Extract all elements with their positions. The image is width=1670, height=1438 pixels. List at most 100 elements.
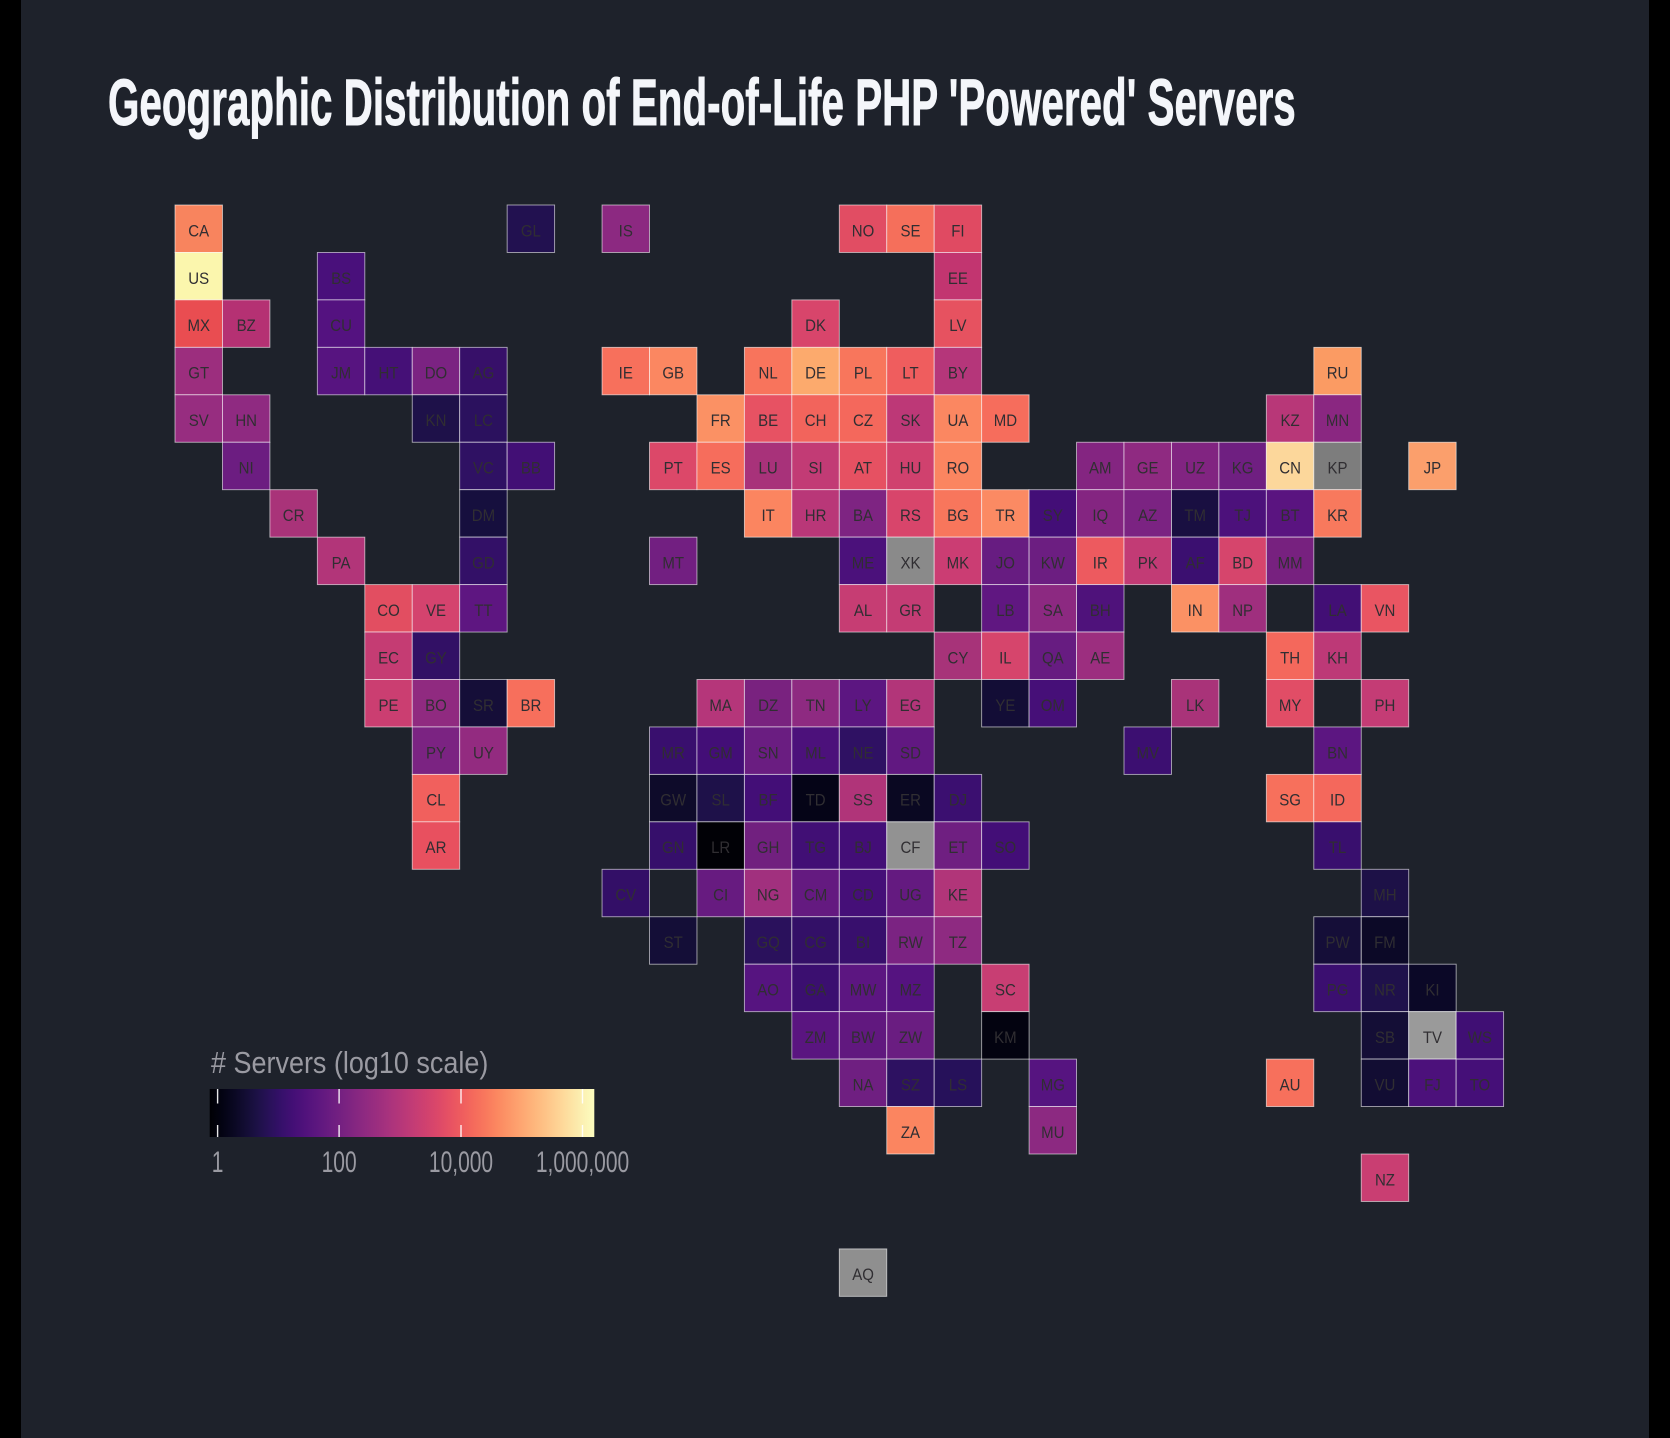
svg-text:NE: NE xyxy=(853,745,874,763)
svg-text:LS: LS xyxy=(949,1077,967,1095)
svg-text:BZ: BZ xyxy=(237,318,257,336)
svg-text:DJ: DJ xyxy=(949,792,967,810)
svg-text:GH: GH xyxy=(757,840,780,858)
svg-text:TR: TR xyxy=(995,507,1015,525)
svg-text:OM: OM xyxy=(1041,697,1065,715)
svg-text:MW: MW xyxy=(850,982,877,1000)
svg-text:VC: VC xyxy=(473,460,494,478)
svg-text:BE: BE xyxy=(758,413,778,431)
svg-text:NG: NG xyxy=(757,887,780,905)
svg-text:IE: IE xyxy=(619,365,633,383)
svg-text:CI: CI xyxy=(713,887,728,905)
svg-text:YE: YE xyxy=(995,697,1015,715)
svg-text:KE: KE xyxy=(948,887,968,905)
svg-text:GA: GA xyxy=(805,982,827,1000)
svg-text:KP: KP xyxy=(1328,460,1348,478)
svg-text:BB: BB xyxy=(521,460,541,478)
svg-text:HU: HU xyxy=(900,460,922,478)
svg-text:AM: AM xyxy=(1089,460,1112,478)
svg-text:SA: SA xyxy=(1043,602,1063,620)
svg-text:IT: IT xyxy=(761,507,775,525)
svg-text:UA: UA xyxy=(948,413,969,431)
svg-text:DZ: DZ xyxy=(758,697,778,715)
svg-text:ML: ML xyxy=(805,745,826,763)
svg-text:EG: EG xyxy=(900,697,922,715)
svg-text:TL: TL xyxy=(1329,840,1347,858)
svg-text:DK: DK xyxy=(805,318,826,336)
svg-text:SY: SY xyxy=(1043,507,1063,525)
svg-text:IQ: IQ xyxy=(1092,507,1108,525)
svg-text:NI: NI xyxy=(239,460,254,478)
svg-text:CM: CM xyxy=(804,887,827,905)
svg-text:ST: ST xyxy=(664,934,684,952)
svg-text:GL: GL xyxy=(521,223,541,241)
svg-text:MG: MG xyxy=(1041,1077,1065,1095)
svg-text:MK: MK xyxy=(947,555,970,573)
svg-text:LV: LV xyxy=(949,318,967,336)
svg-text:SD: SD xyxy=(900,745,921,763)
svg-text:CG: CG xyxy=(804,934,827,952)
svg-text:SK: SK xyxy=(900,413,920,431)
svg-text:KN: KN xyxy=(426,413,447,431)
svg-text:BH: BH xyxy=(1090,602,1111,620)
svg-text:AU: AU xyxy=(1280,1077,1301,1095)
svg-text:FJ: FJ xyxy=(1424,1077,1441,1095)
svg-text:LC: LC xyxy=(474,413,493,431)
svg-text:GY: GY xyxy=(425,650,447,668)
svg-text:SZ: SZ xyxy=(901,1077,921,1095)
svg-text:AG: AG xyxy=(473,365,495,383)
svg-text:EE: EE xyxy=(948,270,968,288)
svg-text:CN: CN xyxy=(1279,460,1301,478)
svg-text:ID: ID xyxy=(1330,792,1345,810)
svg-text:TV: TV xyxy=(1423,1029,1443,1047)
svg-text:SI: SI xyxy=(808,460,822,478)
svg-text:AE: AE xyxy=(1090,650,1110,668)
svg-text:LR: LR xyxy=(711,840,730,858)
svg-text:AZ: AZ xyxy=(1138,507,1158,525)
svg-text:PY: PY xyxy=(426,745,446,763)
svg-text:PL: PL xyxy=(854,365,873,383)
svg-text:MR: MR xyxy=(662,745,685,763)
svg-text:RU: RU xyxy=(1327,365,1349,383)
svg-text:TJ: TJ xyxy=(1234,507,1251,525)
svg-text:LB: LB xyxy=(996,602,1014,620)
svg-text:BT: BT xyxy=(1280,507,1300,525)
svg-text:TG: TG xyxy=(805,840,826,858)
svg-text:JP: JP xyxy=(1424,460,1442,478)
svg-text:TN: TN xyxy=(806,697,826,715)
svg-text:PG: PG xyxy=(1327,982,1349,1000)
svg-text:NZ: NZ xyxy=(1375,1172,1395,1190)
svg-text:KH: KH xyxy=(1327,650,1348,668)
svg-text:GW: GW xyxy=(660,792,686,810)
svg-text:LA: LA xyxy=(1328,602,1347,620)
svg-text:CY: CY xyxy=(948,650,969,668)
svg-text:IR: IR xyxy=(1093,555,1108,573)
svg-text:QA: QA xyxy=(1042,650,1064,668)
svg-text:TD: TD xyxy=(806,792,826,810)
svg-text:TZ: TZ xyxy=(949,934,968,952)
svg-text:ME: ME xyxy=(852,555,875,573)
svg-text:CO: CO xyxy=(377,602,400,620)
svg-text:PE: PE xyxy=(379,697,399,715)
svg-text:US: US xyxy=(188,270,209,288)
svg-text:BG: BG xyxy=(947,507,969,525)
svg-text:AR: AR xyxy=(426,840,447,858)
svg-text:CH: CH xyxy=(805,413,827,431)
svg-text:CL: CL xyxy=(426,792,445,810)
svg-text:CV: CV xyxy=(615,887,636,905)
svg-text:PA: PA xyxy=(332,555,351,573)
svg-text:VU: VU xyxy=(1375,1077,1396,1095)
svg-text:BF: BF xyxy=(759,792,778,810)
svg-text:PK: PK xyxy=(1138,555,1158,573)
svg-text:UY: UY xyxy=(473,745,494,763)
svg-text:BI: BI xyxy=(856,934,870,952)
svg-text:KZ: KZ xyxy=(1280,413,1300,431)
svg-text:BO: BO xyxy=(425,697,447,715)
svg-text:GB: GB xyxy=(662,365,684,383)
svg-text:CD: CD xyxy=(852,887,874,905)
svg-text:KG: KG xyxy=(1232,460,1254,478)
svg-text:HT: HT xyxy=(379,365,399,383)
svg-text:KW: KW xyxy=(1041,555,1065,573)
svg-text:AL: AL xyxy=(854,602,873,620)
svg-text:TM: TM xyxy=(1184,507,1206,525)
